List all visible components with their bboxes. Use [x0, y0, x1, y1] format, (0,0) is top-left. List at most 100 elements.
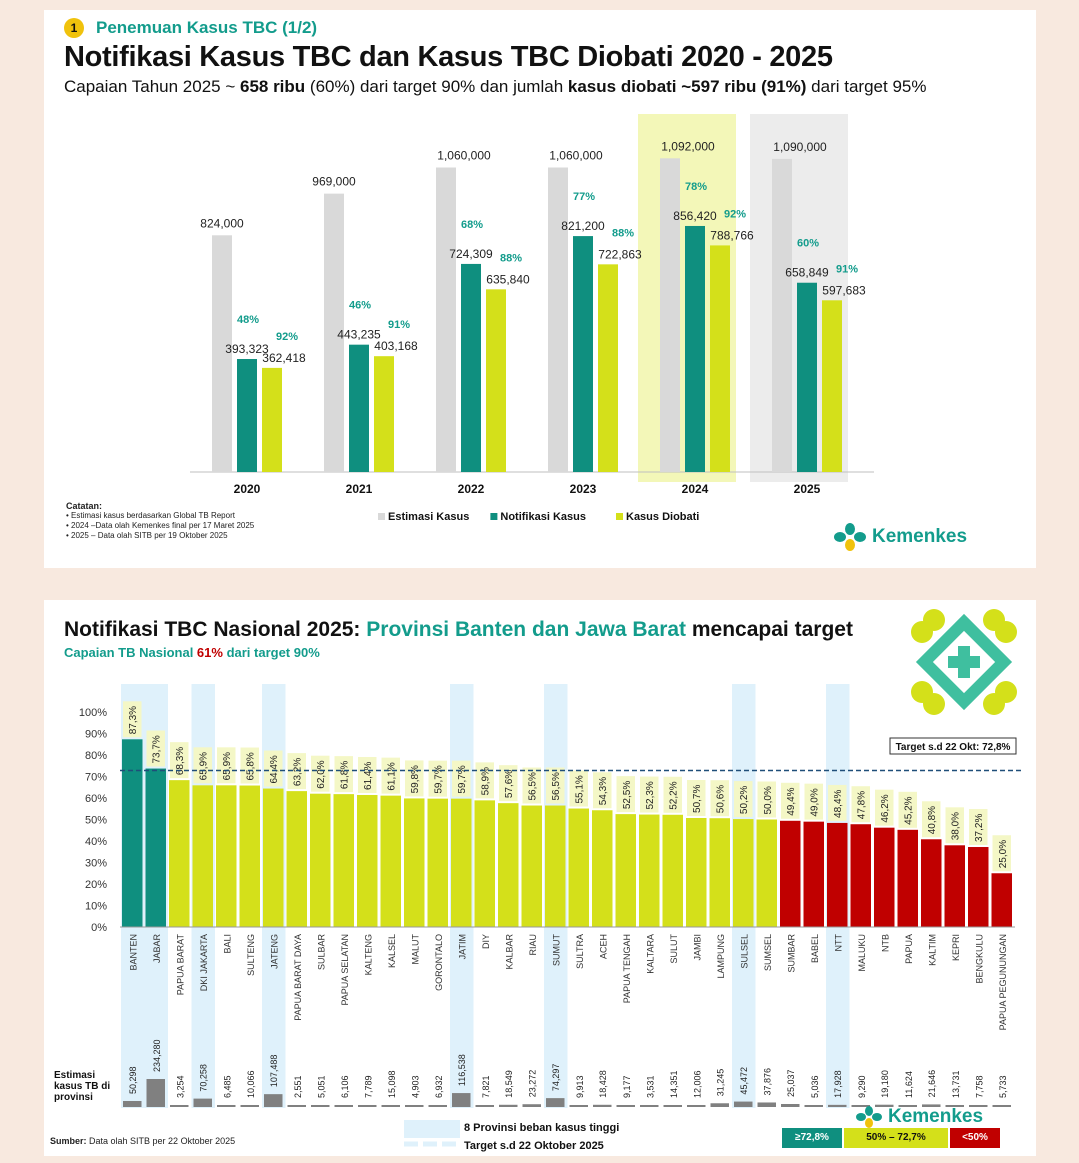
legend-swatch — [616, 513, 623, 520]
estimasi-value: 12,006 — [692, 1070, 702, 1098]
value-label-bg — [546, 767, 565, 804]
value-label: 50,2% — [739, 786, 750, 814]
value-label-bg — [757, 781, 776, 818]
value-label: 40,8% — [927, 806, 938, 834]
value-label-bg — [710, 780, 729, 817]
estimasi-bar — [381, 1105, 400, 1107]
estimasi-bar — [804, 1105, 823, 1107]
legend-red: <50% — [950, 1128, 1000, 1148]
y-tick-label: 20% — [85, 879, 107, 891]
value-label: 61,1% — [387, 762, 398, 790]
value-label-bg — [922, 801, 941, 838]
x-tick-label: 2024 — [682, 482, 709, 496]
value-label: 52,3% — [645, 781, 656, 809]
province-label: JATENG — [269, 934, 279, 969]
kemenkes-logo-icon — [834, 523, 866, 551]
note-item: • 2024 –Data olah Kemenkes final per 17 … — [66, 521, 255, 530]
estimasi-value: 18,549 — [504, 1070, 514, 1098]
value-label: 65,9% — [199, 752, 210, 780]
estimasi-bar — [569, 1105, 588, 1107]
value-label: 63,2% — [293, 758, 304, 786]
estimasi-bar — [772, 158, 792, 472]
estimasi-value: 23,272 — [528, 1070, 538, 1098]
estimasi-bar — [851, 1105, 870, 1107]
province-label: BENGKULU — [974, 934, 984, 984]
province-label: KALTIM — [927, 934, 937, 966]
value-label: 25,0% — [998, 840, 1009, 868]
kemenkes-logo-text: Kemenkes — [872, 526, 968, 547]
diobati-label: 362,418 — [262, 351, 306, 365]
province-label: PAPUA PEGUNUNGAN — [998, 934, 1008, 1030]
province-label: JAMBI — [692, 934, 702, 961]
estimasi-bar — [945, 1105, 964, 1107]
province-bar — [592, 810, 613, 927]
value-label-bg — [311, 755, 330, 792]
estimasi-value: 6,485 — [222, 1075, 232, 1098]
value-label: 65,9% — [222, 752, 233, 780]
estimasi-value: 31,245 — [716, 1069, 726, 1097]
value-label-bg — [334, 756, 353, 793]
notifikasi-pct: 77% — [573, 191, 595, 203]
estimasi-bar — [522, 1104, 541, 1107]
value-label: 49,0% — [810, 788, 821, 816]
subtitle-bold: 658 ribu — [239, 77, 306, 96]
province-bar — [545, 805, 566, 927]
high-burden-swatch — [404, 1120, 460, 1138]
province-label: SULTENG — [246, 934, 256, 976]
subtitle-part: dari target 95% — [806, 77, 927, 96]
estimasi-bar — [969, 1105, 988, 1107]
notifikasi-label: 856,420 — [673, 209, 717, 223]
diobati-bar — [486, 289, 506, 472]
province-bar — [568, 808, 589, 927]
value-label: 55,1% — [575, 775, 586, 803]
notifikasi-label: 724,309 — [449, 247, 493, 261]
value-label-bg — [640, 776, 659, 813]
value-label: 52,5% — [622, 781, 633, 809]
province-label: GORONTALO — [434, 934, 444, 991]
estimasi-value: 5,036 — [810, 1075, 820, 1098]
title-highlight: Provinsi Banten dan Jawa Barat — [366, 618, 687, 641]
subtitle-highlight: 61% — [196, 645, 223, 660]
legend-swatch — [490, 513, 498, 520]
estimasi-bar — [405, 1105, 424, 1107]
estimasi-bar — [663, 1105, 682, 1107]
estimasi-bar — [548, 167, 568, 472]
diobati-bar — [598, 264, 618, 472]
province-label: DKI JAKARTA — [199, 934, 209, 991]
province-label: NTB — [880, 934, 890, 952]
value-label-bg — [734, 781, 753, 818]
province-bar — [733, 819, 754, 927]
diobati-pct: 92% — [724, 208, 746, 220]
estimasi-bar — [452, 1093, 471, 1107]
estimasi-label: 1,092,000 — [661, 139, 715, 153]
value-label-bg — [146, 730, 165, 767]
value-label-bg — [123, 701, 142, 738]
diobati-pct: 88% — [612, 227, 634, 239]
legend-label: Kasus Diobati — [626, 511, 699, 523]
target-label-box — [889, 737, 1017, 755]
value-label-bg — [381, 757, 400, 794]
subtitle-part: Capaian TB Nasional — [64, 645, 197, 660]
province-label: DIY — [481, 934, 491, 949]
province-label: BALI — [222, 934, 232, 954]
province-bar — [474, 800, 495, 927]
estimasi-value: 5,733 — [998, 1075, 1008, 1098]
x-tick-label: 2022 — [458, 482, 485, 496]
value-label-bg — [593, 772, 612, 809]
notifikasi-bar — [573, 236, 593, 472]
province-label: SUMBAR — [786, 934, 796, 973]
value-label: 59,7% — [434, 765, 445, 793]
bottom-panel: Notifikasi TBC Nasional 2025: Provinsi B… — [44, 600, 1036, 1156]
province-label: SULBAR — [316, 934, 326, 971]
estimasi-value: 3,531 — [645, 1075, 655, 1098]
notifikasi-pct: 60% — [797, 238, 819, 250]
estimasi-bar — [324, 193, 344, 472]
province-bar — [639, 814, 660, 927]
province-label: PAPUA BARAT — [175, 934, 185, 996]
value-label-bg — [428, 760, 447, 797]
estimasi-value: 9,177 — [622, 1075, 632, 1098]
title-part: mencapai target — [686, 618, 853, 641]
estimasi-value: 7,821 — [481, 1075, 491, 1098]
value-label: 56,5% — [551, 772, 562, 800]
value-label-bg — [358, 756, 377, 793]
